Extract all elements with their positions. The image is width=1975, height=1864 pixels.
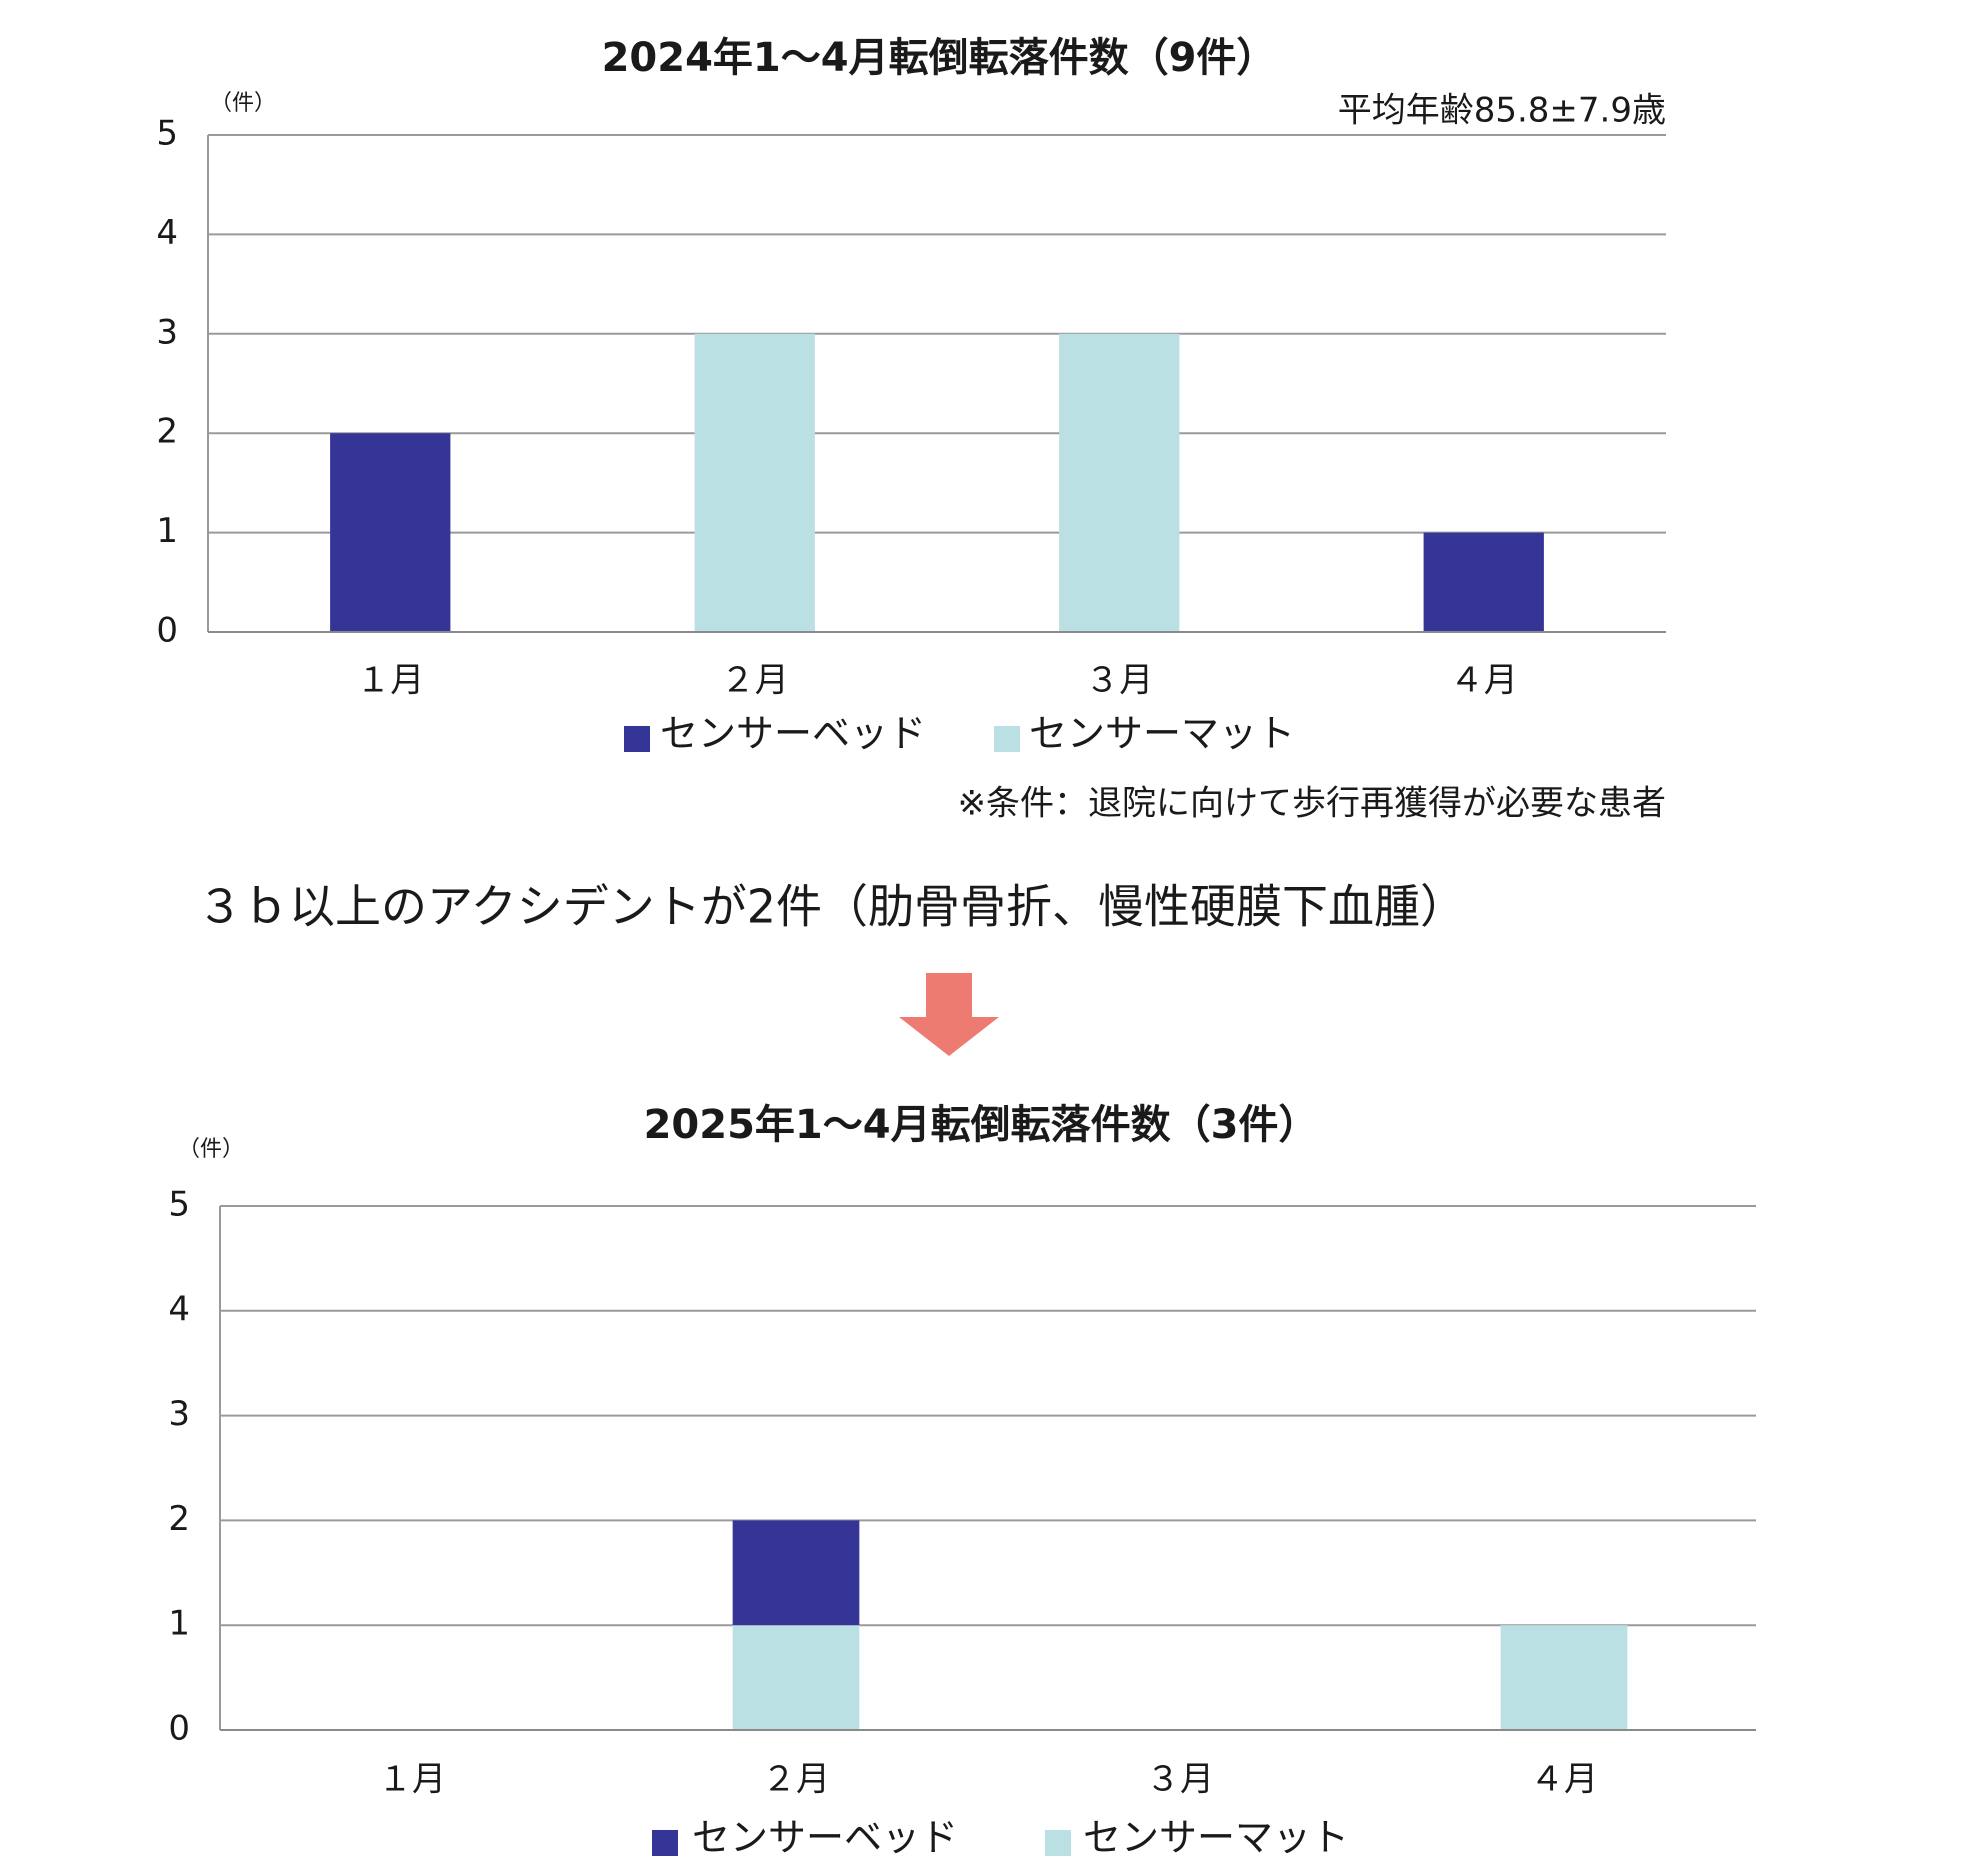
y-tick-label: 0: [168, 1709, 190, 1749]
y-tick-label: 2: [168, 1499, 190, 1539]
y-tick-label: 2: [156, 412, 178, 452]
bar: [1059, 333, 1180, 632]
y-unit-label: （件）: [178, 1137, 244, 1162]
y-tick-label: 5: [168, 1185, 190, 1225]
legend-swatch: [994, 726, 1020, 752]
y-tick-label: 1: [156, 511, 178, 551]
chart-title: 2024年1～4月転倒転落件数（9件）: [602, 35, 1277, 81]
legend-swatch: [624, 726, 650, 752]
y-tick-label: 3: [156, 312, 178, 352]
x-tick-label: ３月: [1085, 661, 1153, 701]
legend-swatch: [652, 1830, 678, 1856]
x-tick-label: ４月: [1530, 1760, 1598, 1800]
chart-title: 2025年1～4月転倒転落件数（3件）: [644, 1102, 1319, 1148]
x-tick-label: ３月: [1146, 1760, 1214, 1800]
y-tick-label: 4: [168, 1289, 190, 1329]
chart-subtitle: 平均年齢85.8±7.9歳: [1338, 91, 1666, 131]
x-tick-label: １月: [356, 661, 424, 701]
y-tick-label: 1: [168, 1604, 190, 1644]
y-tick-label: 4: [156, 213, 178, 253]
y-tick-label: 3: [168, 1394, 190, 1434]
bar: [1500, 1625, 1628, 1730]
x-tick-label: ２月: [721, 661, 789, 701]
x-tick-label: ２月: [762, 1760, 830, 1800]
bar: [732, 1625, 860, 1730]
bar: [694, 333, 815, 632]
y-tick-label: 0: [156, 611, 178, 651]
legend-label: センサーベッド: [660, 712, 926, 756]
bar: [330, 433, 451, 632]
legend-label: センサーマット: [1083, 1816, 1349, 1860]
bar: [732, 1520, 860, 1626]
legend-swatch: [1045, 1830, 1071, 1856]
bar: [1423, 532, 1544, 632]
y-unit-label: （件）: [210, 91, 276, 116]
legend-label: センサーベッド: [692, 1816, 958, 1860]
x-tick-label: ４月: [1450, 661, 1518, 701]
y-tick-label: 5: [156, 114, 178, 154]
chart-note: ※条件：退院に向けて歩行再獲得が必要な患者: [958, 784, 1667, 824]
legend-label: センサーマット: [1029, 712, 1295, 756]
summary-text: ３ｂ以上のアクシデントが2件（肋骨骨折、慢性硬膜下血腫）: [197, 880, 1466, 934]
down-arrow: [899, 973, 999, 1056]
x-tick-label: １月: [378, 1760, 446, 1800]
